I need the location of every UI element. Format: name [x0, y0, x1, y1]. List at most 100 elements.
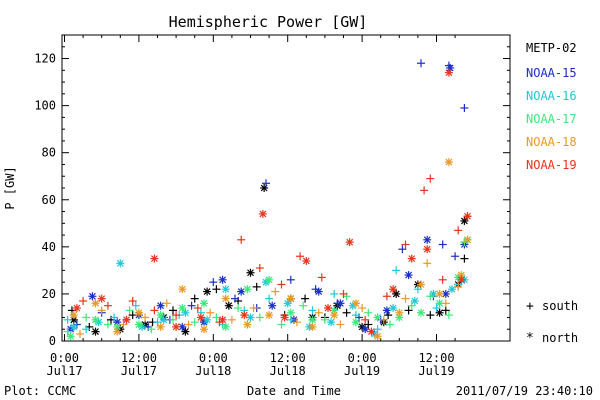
- data-point-north: [72, 304, 81, 313]
- data-point-north: [286, 308, 295, 317]
- data-point-south: [231, 294, 239, 303]
- y-tick-label: 0: [49, 334, 56, 348]
- data-point-south: [330, 289, 339, 298]
- x-tick-date-label: Jul17: [121, 364, 157, 378]
- data-point-north: [286, 294, 295, 303]
- data-point-north: [91, 299, 100, 308]
- data-point-north: [324, 304, 332, 313]
- data-point-north: [448, 285, 456, 294]
- data-point-south: [172, 311, 181, 320]
- x-tick-date-label: Jul18: [270, 364, 306, 378]
- x-axis: 0:00Jul1712:00Jul170:00Jul1812:00Jul180:…: [46, 35, 456, 378]
- data-point-south: [358, 304, 367, 313]
- data-point-north: [361, 325, 370, 334]
- data-point-north: [423, 245, 432, 254]
- data-point-south: [110, 313, 119, 322]
- data-point-north: [172, 322, 181, 331]
- data-point-north: [159, 315, 168, 324]
- data-point-south: [401, 240, 410, 249]
- data-point-north: [308, 315, 317, 324]
- data-point-north: [260, 184, 269, 192]
- data-point-south: [441, 299, 450, 308]
- y-tick-label: 60: [42, 193, 56, 207]
- data-point-south: [454, 226, 463, 235]
- y-tick-label: 40: [42, 240, 56, 254]
- legend-entry: NOAA-17: [526, 112, 577, 126]
- x-tick-time-label: 0:00: [199, 351, 228, 365]
- y-axis-label: P [GW]: [3, 166, 17, 209]
- data-point-south: [460, 103, 469, 112]
- data-point-north: [246, 313, 255, 322]
- data-point-south: [184, 320, 193, 329]
- data-point-north: [457, 275, 466, 284]
- data-point-north: [395, 308, 404, 317]
- data-point-south: [169, 315, 177, 324]
- data-point-south: [286, 275, 295, 284]
- data-point-south: [76, 329, 84, 338]
- data-point-north: [336, 299, 345, 308]
- data-point-south: [265, 294, 274, 303]
- data-point-south: [438, 240, 447, 249]
- data-point-north: [407, 254, 416, 263]
- data-point-south: [206, 308, 215, 317]
- data-point-south: [407, 301, 416, 310]
- data-point-north: [404, 271, 413, 280]
- x-tick-time-label: 12:00: [418, 351, 454, 365]
- data-point-south: [420, 186, 429, 195]
- data-point-south: [119, 320, 128, 329]
- y-axis: 0 20 40 60 80 100 120: [34, 34, 510, 348]
- data-point-south: [190, 294, 199, 303]
- data-point-south: [392, 266, 401, 275]
- data-point-south: [460, 254, 469, 263]
- data-point-north: [224, 301, 233, 310]
- data-point-north: [444, 68, 453, 77]
- x-axis-label: Date and Time: [247, 384, 341, 398]
- data-point-south: [441, 306, 450, 315]
- data-point-north: [330, 311, 339, 320]
- data-point-south: [162, 299, 171, 308]
- x-tick-time-label: 0:00: [50, 351, 79, 365]
- y-tick-label: 100: [34, 99, 56, 113]
- data-point-south: [413, 285, 422, 294]
- data-point-south: [150, 306, 159, 315]
- data-point-north: [196, 313, 205, 322]
- data-point-south: [169, 306, 177, 315]
- data-point-north: [122, 315, 131, 324]
- data-point-north: [218, 315, 227, 324]
- data-point-south: [451, 252, 460, 261]
- data-point-north: [203, 315, 212, 324]
- x-tick-date-label: Jul17: [46, 364, 82, 378]
- data-point-north: [203, 287, 212, 296]
- data-point-north: [150, 254, 159, 263]
- data-point-north: [435, 308, 444, 317]
- data-point-south: [379, 315, 388, 324]
- data-point-north: [200, 325, 208, 334]
- chart-title: Hemispheric Power [GW]: [169, 13, 368, 31]
- data-point-south: [234, 304, 243, 313]
- data-point-south: [342, 308, 351, 317]
- data-point-north: [97, 294, 106, 303]
- data-point-north: [156, 322, 165, 331]
- data-point-south: [364, 320, 373, 329]
- series-noaa-17: [63, 235, 472, 341]
- data-point-north: [69, 311, 78, 320]
- data-point-south: [187, 301, 196, 310]
- series-noaa-15: [66, 59, 469, 334]
- data-point-south: [271, 287, 280, 296]
- data-point-south: [432, 304, 441, 313]
- series-metp-02: [67, 184, 469, 336]
- data-point-south: [103, 320, 112, 329]
- north-label: north: [542, 331, 578, 345]
- data-point-south: [351, 311, 360, 320]
- data-point-south: [97, 306, 106, 315]
- data-point-north: [258, 209, 267, 218]
- data-point-south: [255, 313, 264, 322]
- plot-frame: [61, 34, 511, 342]
- data-point-south: [398, 245, 407, 254]
- data-point-north: [314, 287, 323, 296]
- data-point-north: [308, 322, 317, 331]
- data-point-north: [417, 308, 425, 317]
- data-point-south: [320, 315, 329, 324]
- data-point-north: [237, 287, 246, 296]
